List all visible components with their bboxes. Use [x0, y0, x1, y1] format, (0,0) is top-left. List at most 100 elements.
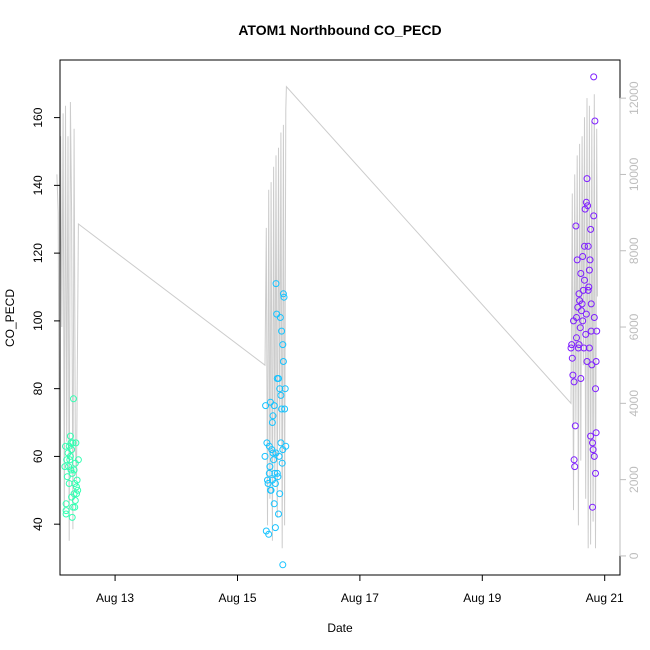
data-point	[588, 361, 596, 369]
data-point	[279, 290, 287, 298]
data-point	[70, 466, 78, 474]
data-point	[268, 419, 276, 426]
data-point	[280, 293, 288, 301]
data-point	[275, 452, 283, 460]
x-tick-label: Aug 21	[586, 591, 624, 605]
y-tick-label: 80	[31, 382, 45, 396]
data-point	[281, 385, 289, 393]
y-tick-label: 140	[31, 175, 45, 195]
data-point	[282, 442, 290, 450]
data-point	[575, 290, 583, 298]
data-point	[581, 276, 588, 284]
y-axis-label: CO_PECD	[3, 289, 17, 347]
data-point	[73, 483, 80, 491]
data-point	[567, 344, 575, 352]
y2-tick-label: 0	[627, 552, 641, 559]
data-point	[69, 439, 77, 447]
data-point	[268, 446, 276, 454]
data-point	[582, 198, 590, 206]
data-point	[584, 242, 592, 250]
data-point	[68, 493, 76, 501]
data-point	[571, 422, 579, 430]
data-point	[571, 463, 579, 471]
data-point	[74, 486, 82, 494]
data-point	[582, 310, 590, 318]
x-tick-label: Aug 19	[463, 591, 501, 605]
data-point	[276, 314, 284, 321]
data-point	[270, 402, 278, 410]
data-point	[281, 405, 289, 413]
x-tick-label: Aug 13	[96, 591, 134, 605]
data-point	[73, 476, 81, 484]
data-point	[587, 432, 595, 440]
x-axis-label: Date	[327, 621, 353, 635]
data-point	[575, 341, 583, 349]
data-point	[71, 503, 79, 511]
data-point	[587, 300, 595, 308]
data-point	[573, 334, 580, 342]
data-point	[278, 405, 286, 413]
data-point	[66, 456, 74, 464]
x-tick-label: Aug 17	[341, 591, 379, 605]
data-point	[584, 202, 592, 210]
data-point	[262, 402, 270, 410]
data-point	[573, 256, 581, 264]
data-point	[587, 225, 595, 233]
chart-title: ATOM1 Northbound CO_PECD	[238, 22, 441, 38]
y2-tick-label: 2000	[627, 466, 641, 493]
data-point	[65, 480, 73, 487]
data-point	[569, 371, 577, 379]
points-layer	[61, 73, 601, 569]
data-point	[68, 513, 76, 521]
data-point	[573, 314, 580, 321]
plot-frame	[59, 59, 621, 576]
y-tick-label: 100	[31, 311, 45, 331]
data-point	[590, 452, 598, 460]
data-point	[74, 456, 82, 464]
data-point	[276, 490, 284, 498]
x-tick-label: Aug 15	[218, 591, 256, 605]
data-point	[585, 344, 593, 352]
right-axis-line-layer	[56, 85, 598, 549]
data-point	[67, 439, 75, 447]
data-point	[279, 358, 287, 365]
data-point	[579, 317, 587, 325]
data-point	[272, 280, 280, 288]
data-point	[585, 266, 593, 274]
data-point	[589, 439, 596, 447]
data-point	[67, 466, 75, 474]
data-point	[589, 446, 597, 454]
data-point	[261, 452, 269, 460]
data-point	[581, 242, 588, 250]
data-point	[577, 270, 585, 277]
data-point	[577, 307, 585, 315]
data-point	[66, 452, 74, 460]
data-point	[275, 375, 282, 382]
y2-tick-label: 4000	[627, 390, 641, 417]
data-point	[279, 561, 287, 569]
data-point	[579, 253, 587, 260]
data-point	[570, 456, 578, 464]
data-point	[267, 486, 275, 494]
y-tick-label: 120	[31, 243, 45, 263]
data-point	[585, 283, 593, 291]
data-point	[592, 429, 600, 437]
y2-tick-label: 8000	[627, 237, 641, 264]
data-point	[278, 327, 286, 335]
data-point	[63, 473, 71, 481]
data-point	[70, 395, 77, 403]
data-point	[568, 341, 576, 349]
data-point	[269, 412, 277, 420]
data-point	[586, 256, 594, 264]
data-point	[582, 330, 590, 338]
data-point	[271, 524, 279, 532]
data-point	[591, 117, 599, 125]
y-tick-label: 40	[31, 517, 45, 531]
series-3	[567, 73, 601, 511]
data-point	[576, 324, 584, 332]
data-point	[62, 510, 70, 518]
data-point	[270, 456, 278, 464]
data-point	[62, 507, 70, 515]
series-2	[261, 280, 290, 569]
